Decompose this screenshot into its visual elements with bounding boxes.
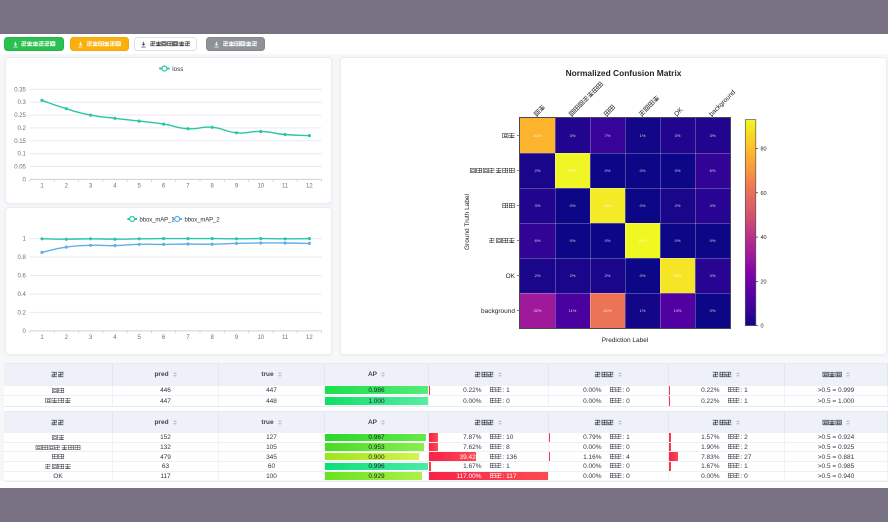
svg-text:5: 5 [138, 334, 142, 340]
svg-text:0: 0 [761, 323, 764, 329]
svg-text:9: 9 [235, 334, 239, 340]
svg-text:2: 2 [65, 334, 69, 340]
svg-text:7: 7 [186, 334, 190, 340]
svg-text:0.2: 0.2 [18, 125, 27, 131]
svg-text:0.4: 0.4 [18, 291, 27, 297]
svg-text:4: 4 [113, 182, 117, 188]
svg-text:11: 11 [282, 182, 289, 188]
svg-text:12: 12 [306, 334, 313, 340]
svg-text:0.05: 0.05 [14, 164, 26, 170]
svg-text:1: 1 [23, 236, 27, 242]
svg-text:5: 5 [138, 182, 142, 188]
svg-text:40: 40 [761, 234, 767, 240]
svg-text:60: 60 [761, 190, 767, 196]
svg-text:11: 11 [282, 334, 289, 340]
svg-text:0.15: 0.15 [14, 138, 26, 144]
svg-text:9: 9 [235, 182, 239, 188]
svg-text:0: 0 [23, 328, 27, 334]
svg-text:1: 1 [40, 182, 44, 188]
svg-text:0.1: 0.1 [18, 151, 27, 157]
svg-text:10: 10 [257, 182, 264, 188]
svg-text:0.3: 0.3 [18, 99, 27, 105]
svg-text:8: 8 [211, 182, 215, 188]
svg-text:4: 4 [113, 334, 117, 340]
svg-text:1: 1 [40, 334, 44, 340]
svg-text:6: 6 [162, 334, 166, 340]
svg-text:0.25: 0.25 [14, 112, 26, 118]
svg-text:12: 12 [306, 182, 313, 188]
svg-text:20: 20 [761, 278, 767, 284]
svg-text:80: 80 [761, 146, 767, 152]
svg-text:0.35: 0.35 [14, 86, 26, 92]
svg-text:3: 3 [89, 182, 93, 188]
svg-text:0: 0 [23, 176, 27, 182]
svg-text:2: 2 [65, 182, 69, 188]
svg-text:0.8: 0.8 [18, 254, 27, 260]
svg-text:bbox_mAP_1: bbox_mAP_1 [140, 216, 176, 222]
svg-text:6: 6 [162, 182, 166, 188]
svg-text:7: 7 [186, 182, 190, 188]
svg-text:0.2: 0.2 [18, 309, 27, 315]
svg-text:loss: loss [172, 66, 183, 72]
svg-text:10: 10 [257, 334, 264, 340]
svg-text:8: 8 [211, 334, 215, 340]
svg-text:bbox_mAP_2: bbox_mAP_2 [185, 216, 221, 222]
svg-text:3: 3 [89, 334, 93, 340]
svg-text:0.6: 0.6 [18, 273, 27, 279]
